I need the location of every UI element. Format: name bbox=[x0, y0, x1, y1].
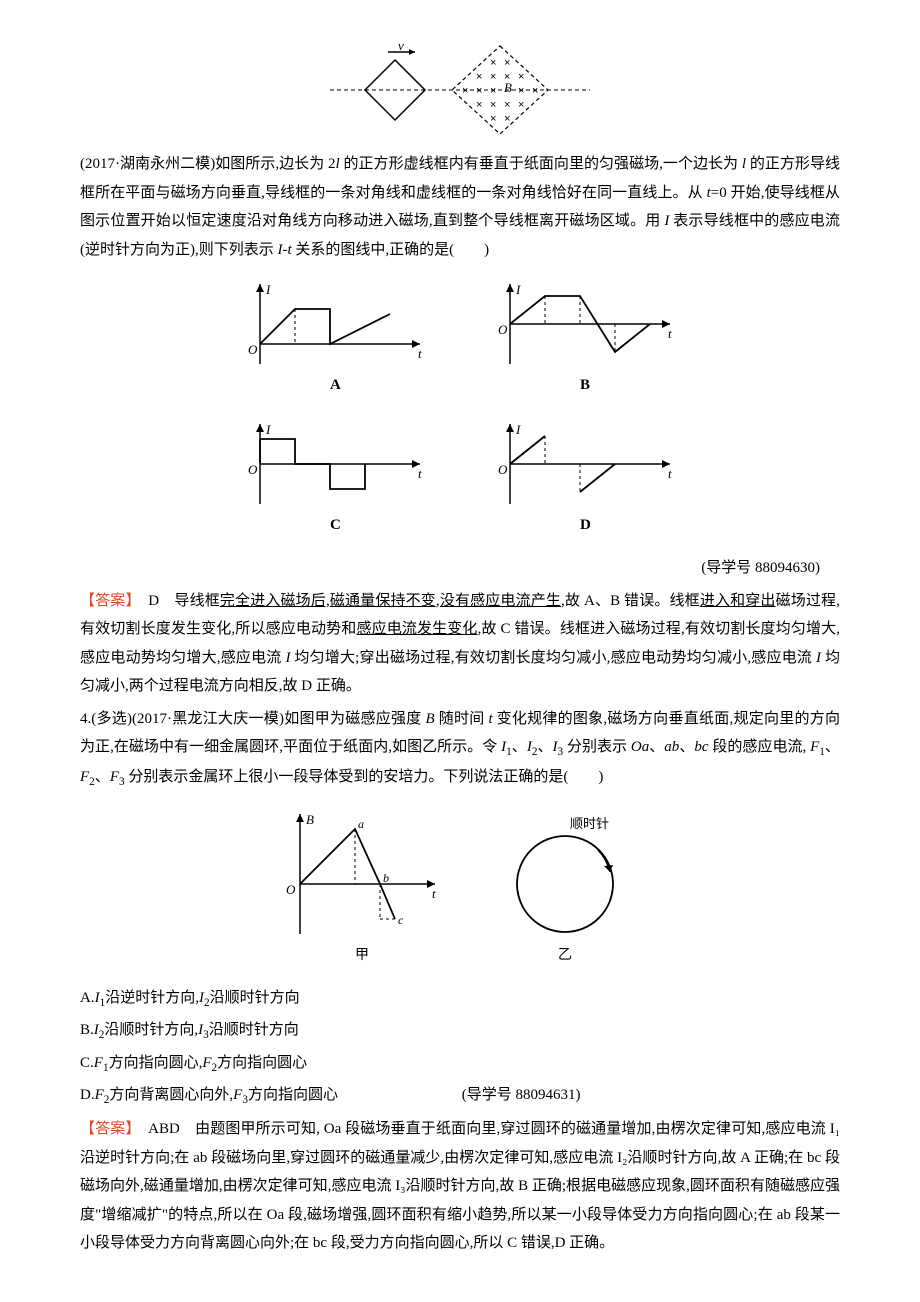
svg-text:O: O bbox=[248, 342, 258, 357]
svg-text:×: × bbox=[490, 99, 496, 111]
svg-text:×: × bbox=[532, 85, 538, 97]
svg-text:b: b bbox=[383, 871, 389, 885]
svg-text:顺时针: 顺时针 bbox=[570, 816, 609, 831]
svg-text:B: B bbox=[306, 812, 314, 827]
svg-text:C: C bbox=[330, 517, 341, 533]
svg-text:A: A bbox=[330, 377, 341, 393]
svg-text:×: × bbox=[518, 99, 524, 111]
q4-answer: 【答案】 ABD 由题图甲所示可知, Oa 段磁场垂直于纸面向里,穿过圆环的磁通… bbox=[80, 1115, 840, 1258]
svg-text:c: c bbox=[398, 913, 404, 927]
svg-text:B: B bbox=[504, 80, 512, 95]
svg-text:I: I bbox=[265, 282, 271, 297]
q3-note: (导学号 88094630) bbox=[80, 554, 840, 583]
svg-text:×: × bbox=[490, 71, 496, 83]
svg-text:a: a bbox=[358, 817, 364, 831]
svg-text:I: I bbox=[265, 422, 271, 437]
q4-figure: O B t a b c 甲 顺时针 乙 bbox=[80, 804, 840, 974]
svg-text:×: × bbox=[504, 57, 510, 69]
q3-stem: (2017·湖南永州二模)如图所示,边长为 2l 的正方形虚线框内有垂直于纸面向… bbox=[80, 150, 840, 264]
svg-text:O: O bbox=[498, 322, 508, 337]
svg-text:×: × bbox=[504, 99, 510, 111]
q4-stem: 4.(多选)(2017·黑龙江大庆一模)如图甲为磁感应强度 B 随时间 t 变化… bbox=[80, 705, 840, 794]
q4-optC: C.F1方向指向圆心,F2方向指向圆心 bbox=[80, 1049, 840, 1079]
svg-text:×: × bbox=[476, 99, 482, 111]
svg-text:D: D bbox=[580, 517, 591, 533]
svg-text:O: O bbox=[286, 882, 296, 897]
svg-text:t: t bbox=[668, 326, 672, 341]
svg-text:t: t bbox=[432, 886, 436, 901]
svg-text:t: t bbox=[668, 466, 672, 481]
svg-text:×: × bbox=[490, 113, 496, 125]
svg-text:×: × bbox=[504, 113, 510, 125]
q4-optB: B.I2沿顺时针方向,I3沿顺时针方向 bbox=[80, 1016, 840, 1046]
q4-optD: D.F2方向背离圆心向外,F3方向指向圆心 (导学号 88094631) bbox=[80, 1081, 840, 1111]
svg-text:×: × bbox=[518, 71, 524, 83]
svg-text:×: × bbox=[462, 85, 468, 97]
svg-text:×: × bbox=[476, 71, 482, 83]
svg-text:×: × bbox=[490, 85, 496, 97]
svg-text:O: O bbox=[248, 462, 258, 477]
svg-text:I: I bbox=[515, 422, 521, 437]
svg-text:×: × bbox=[518, 85, 524, 97]
svg-text:甲: 甲 bbox=[355, 948, 369, 963]
svg-text:B: B bbox=[580, 377, 590, 393]
svg-text:×: × bbox=[476, 85, 482, 97]
svg-text:乙: 乙 bbox=[558, 947, 572, 963]
svg-text:t: t bbox=[418, 346, 422, 361]
q3-top-figure: v ×× ×××× ××××× ×××× ×× B bbox=[80, 40, 840, 140]
svg-text:O: O bbox=[498, 462, 508, 477]
svg-text:v: v bbox=[398, 40, 404, 53]
q3-answer: 【答案】 D 导线框完全进入磁场后,磁通量保持不变,没有感应电流产生,故 A、B… bbox=[80, 587, 840, 701]
svg-text:×: × bbox=[490, 57, 496, 69]
q4-optA: A.I1沿逆时针方向,I2沿顺时针方向 bbox=[80, 984, 840, 1014]
svg-text:t: t bbox=[418, 466, 422, 481]
svg-text:I: I bbox=[515, 282, 521, 297]
q3-options-figure: O I t A O I t B bbox=[80, 274, 840, 544]
